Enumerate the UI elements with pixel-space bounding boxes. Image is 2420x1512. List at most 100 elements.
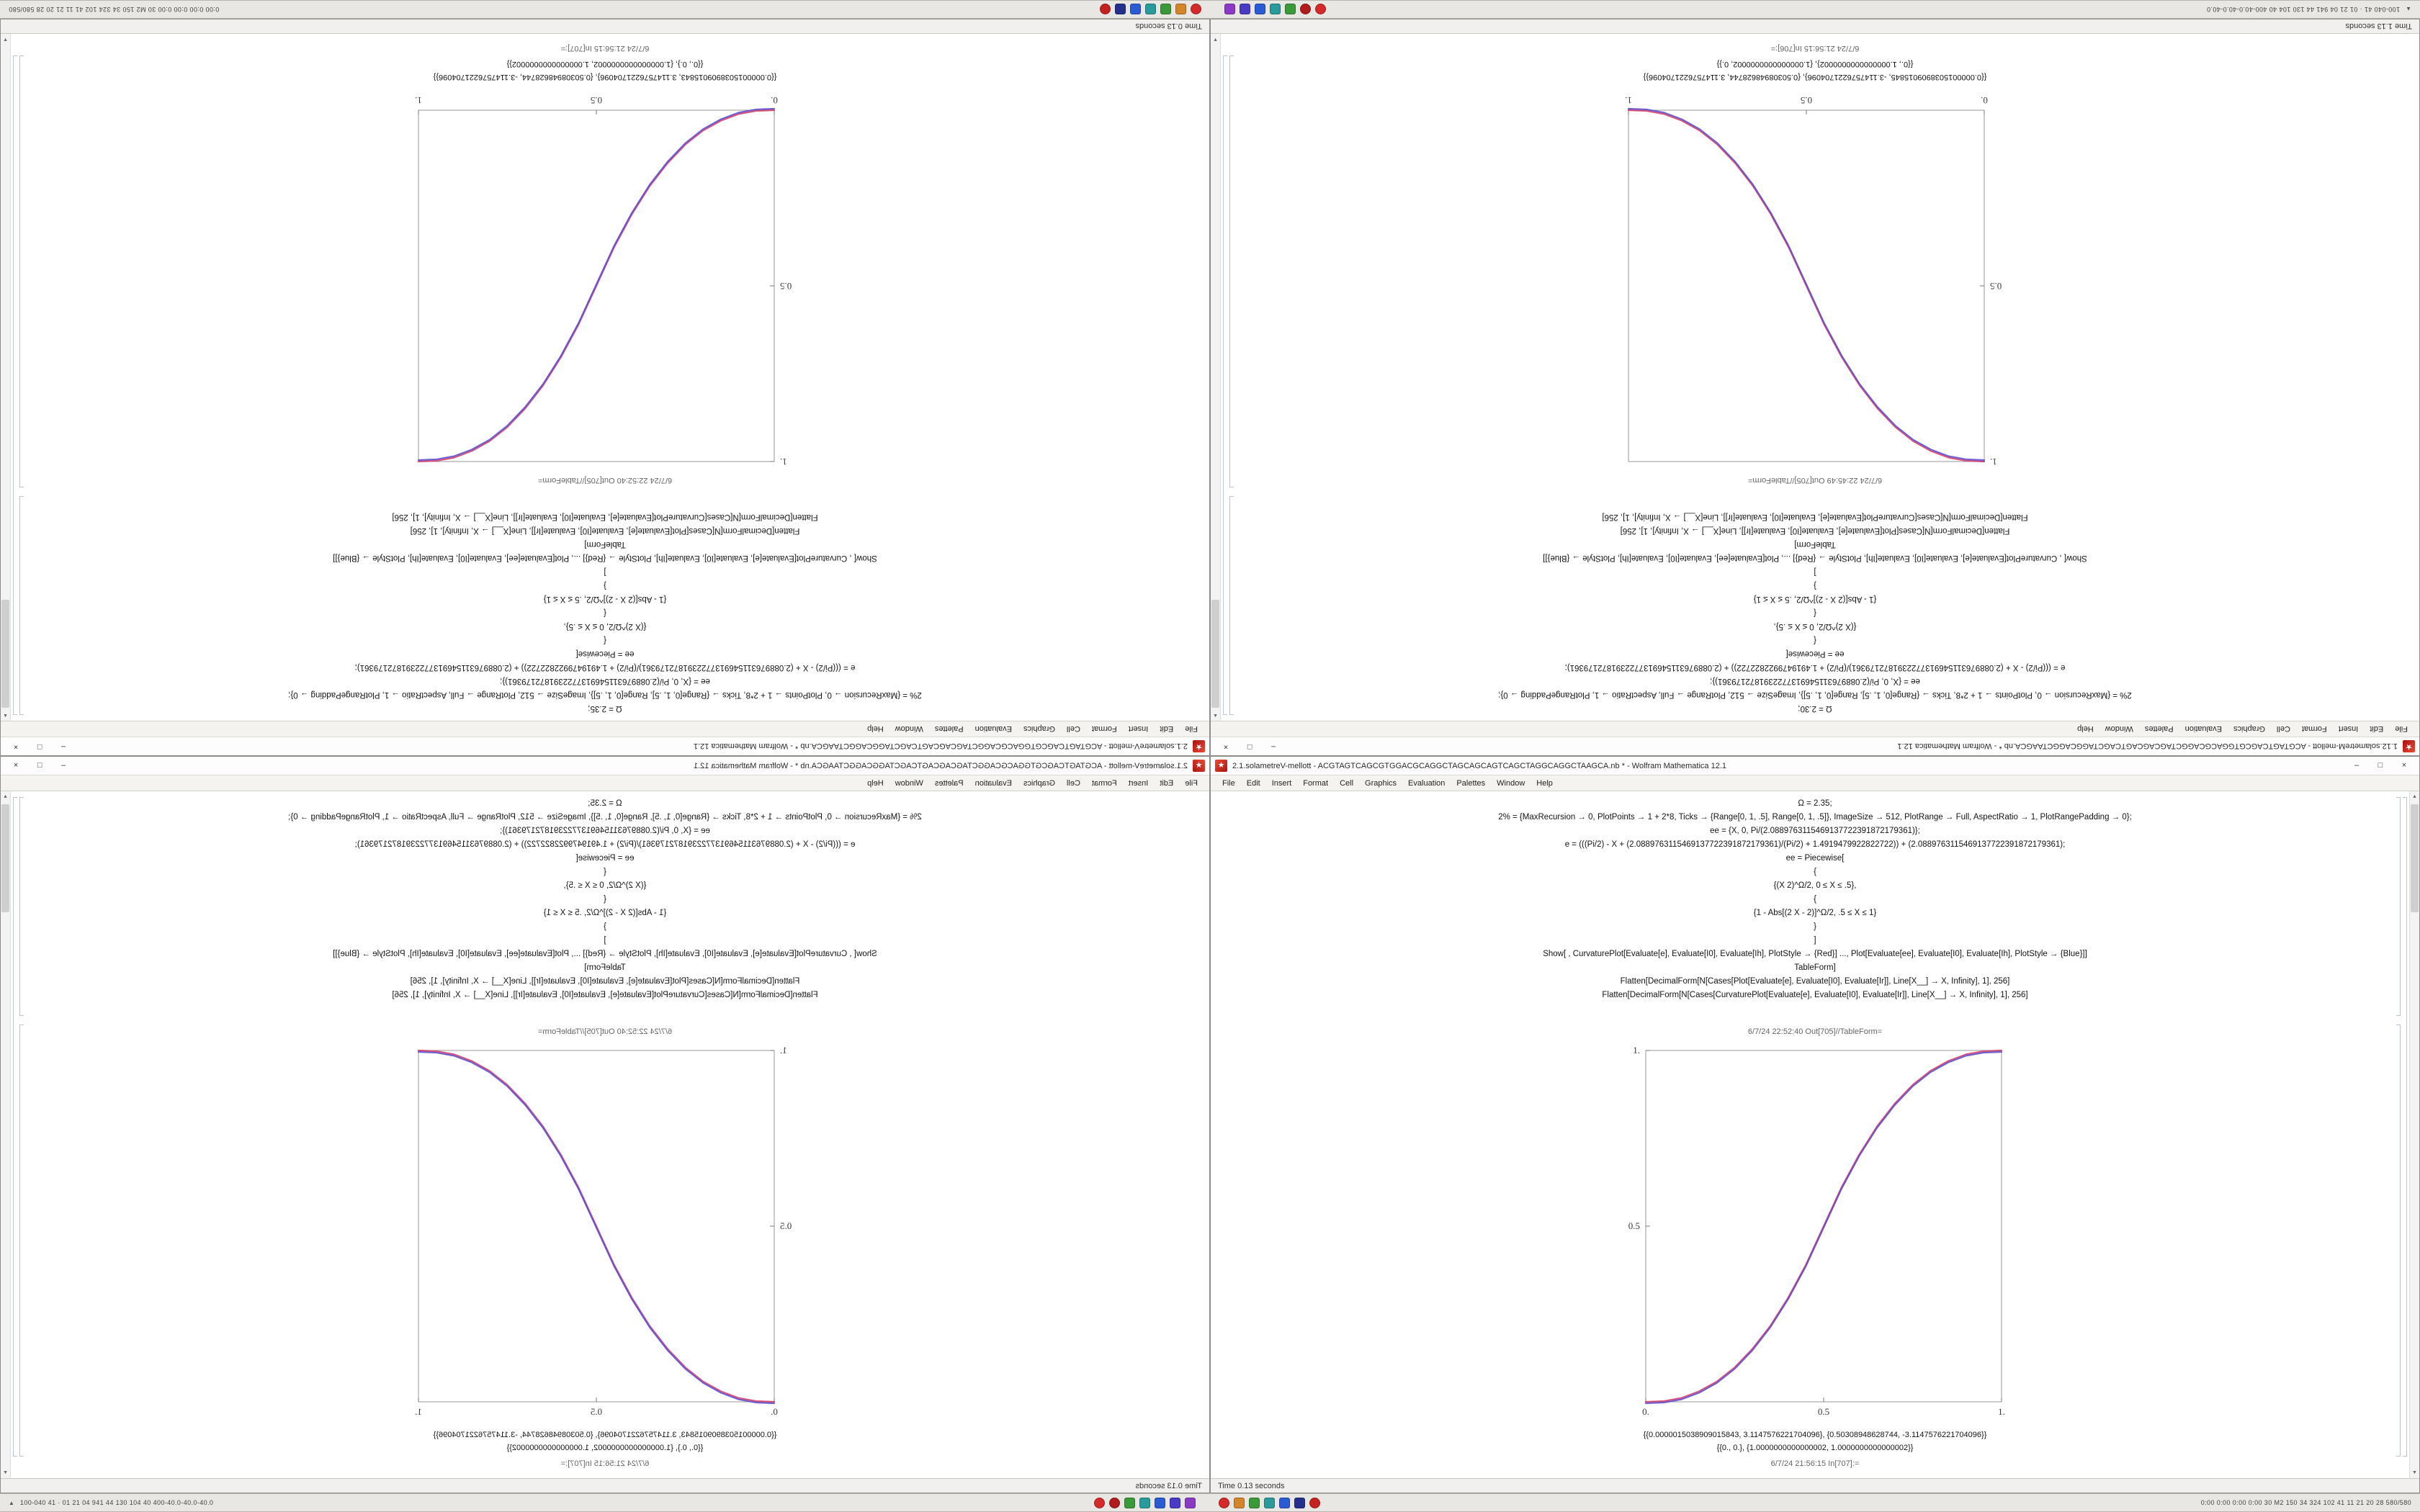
tray-blue-icon[interactable] [1155, 1497, 1166, 1508]
code-line[interactable]: Flatten[DecimalForm[N[Cases[Plot[Evaluat… [1620, 977, 2010, 986]
code-line[interactable]: { [1814, 868, 1816, 876]
code-line[interactable]: ] [1814, 567, 1816, 576]
menu-item-palettes[interactable]: Palettes [1456, 778, 1486, 788]
code-line[interactable]: TableForm] [584, 540, 626, 549]
tray-red-3-icon[interactable] [1190, 4, 1201, 15]
menu-item-cell[interactable]: Cell [1340, 778, 1354, 788]
code-line[interactable]: { [604, 868, 606, 876]
code-line[interactable]: TableForm] [1794, 963, 1836, 972]
code-line[interactable]: Flatten[DecimalForm[N[Cases[CurvaturePlo… [392, 513, 818, 521]
code-line[interactable]: 2% = {MaxRecursion → 0, PlotPoints → 1 +… [288, 813, 922, 822]
close-button[interactable]: × [13, 761, 19, 770]
cell-bracket[interactable] [2403, 797, 2407, 1457]
menu-item-edit[interactable]: Edit [1246, 778, 1260, 788]
menu-item-help[interactable]: Help [867, 778, 884, 788]
tray-red-1-icon[interactable] [1314, 4, 1326, 15]
code-line[interactable]: Flatten[DecimalForm[N[Cases[CurvaturePlo… [1602, 991, 2028, 999]
menu-item-edit[interactable]: Edit [1160, 778, 1174, 788]
input-cell[interactable]: Ω = 2.30; 2% = {MaxRecursion → 0, PlotPoi… [1261, 510, 2369, 715]
code-line[interactable]: ee = Piecewise[ [575, 854, 635, 863]
code-line[interactable]: { [1814, 895, 1816, 904]
code-line[interactable]: } [1814, 922, 1816, 931]
cell-bracket[interactable] [2396, 797, 2401, 1016]
tray-teal-icon[interactable] [1269, 4, 1281, 15]
code-line[interactable]: ee = Piecewise[ [1785, 649, 1845, 658]
code-line[interactable]: {1 - Abs[(2 X - 2)]^Ω/2, .5 ≤ X ≤ 1} [543, 909, 667, 917]
code-line[interactable]: Flatten[DecimalForm[N[Cases[CurvaturePlo… [1602, 513, 2028, 521]
tray-red-4-icon[interactable] [1099, 4, 1111, 15]
code-line[interactable]: e = (((Pi/2) - X + (2.088976311546913772… [354, 663, 856, 672]
code-line[interactable]: 2% = {MaxRecursion → 0, PlotPoints → 1 +… [1498, 690, 2132, 699]
cell-bracket[interactable] [1229, 496, 1234, 715]
minimize-button[interactable]: – [2354, 761, 2360, 770]
tray-green-icon[interactable] [1124, 1497, 1136, 1508]
menu-item-insert[interactable]: Insert [2338, 724, 2359, 734]
menu-item-cell[interactable]: Cell [1066, 724, 1080, 734]
code-line[interactable]: ] [1814, 936, 1816, 945]
input-cell[interactable]: Ω = 2.35; 2% = {MaxRecursion → 0, PlotPoi… [1261, 797, 2369, 1002]
menu-item-edit[interactable]: Edit [2370, 724, 2384, 734]
window-titlebar[interactable]: ★ 1.12.solametreM-mellott - ACGTAGTCAGCGT… [1211, 737, 2419, 755]
vertical-scrollbar[interactable]: ▲ ▼ [1, 791, 11, 1478]
code-line[interactable]: ee = {X, 0, Pi/(2.0889763115469137722391… [1710, 677, 1920, 685]
scroll-down-icon[interactable]: ▼ [3, 1470, 8, 1475]
tray-violet-icon[interactable] [1224, 4, 1235, 15]
menu-item-format[interactable]: Format [2301, 724, 2327, 734]
maximize-button[interactable]: □ [37, 742, 42, 751]
minimize-button[interactable]: – [1270, 742, 1276, 751]
scrollbar-thumb[interactable] [2411, 804, 2419, 912]
scroll-up-icon[interactable]: ▲ [3, 713, 8, 718]
cell-bracket[interactable] [19, 55, 24, 487]
code-line[interactable]: Flatten[DecimalForm[N[Cases[Plot[Evaluat… [410, 977, 800, 986]
vertical-scrollbar[interactable]: ▲ ▼ [1, 34, 11, 721]
tray-teal-icon[interactable] [1139, 1497, 1151, 1508]
code-line[interactable]: {(X 2)^Ω/2, 0 ≤ X ≤ .5}, [563, 622, 647, 631]
menu-item-file[interactable]: File [1185, 778, 1198, 788]
code-line[interactable]: ] [604, 567, 606, 576]
tray-orange-icon[interactable] [1234, 1497, 1245, 1508]
cell-bracket[interactable] [19, 1025, 24, 1457]
code-line[interactable]: ee = Piecewise[ [575, 649, 635, 658]
code-line[interactable]: { [604, 895, 606, 904]
menu-item-insert[interactable]: Insert [1128, 778, 1149, 788]
window-titlebar[interactable]: ★ 2.1.solametreV-mellott - ACGTAGTCAGCGTG… [1211, 757, 2419, 775]
minimize-button[interactable]: – [60, 742, 66, 751]
menu-item-graphics[interactable]: Graphics [1023, 724, 1055, 734]
tray-navy-icon[interactable] [1294, 1497, 1306, 1508]
scrollbar-thumb[interactable] [1211, 600, 1219, 708]
code-line[interactable]: ee = {X, 0, Pi/(2.0889763115469137722391… [500, 827, 710, 835]
code-line[interactable]: { [1814, 636, 1816, 644]
code-line[interactable]: Show[ , CurvaturePlot[Evaluate[e], Evalu… [333, 950, 877, 958]
input-cell[interactable]: Ω = 2.35; 2% = {MaxRecursion → 0, PlotPoi… [51, 510, 1159, 715]
menu-item-window[interactable]: Window [895, 724, 923, 734]
menu-item-window[interactable]: Window [2105, 724, 2133, 734]
code-line[interactable]: ] [604, 936, 606, 945]
menu-item-cell[interactable]: Cell [1066, 778, 1080, 788]
vertical-scrollbar[interactable]: ▲ ▼ [1211, 34, 1221, 721]
code-line[interactable]: { [604, 636, 606, 644]
menu-item-edit[interactable]: Edit [1160, 724, 1174, 734]
code-line[interactable]: } [1814, 581, 1816, 590]
close-button[interactable]: × [13, 742, 19, 751]
scroll-up-icon[interactable]: ▲ [1213, 713, 1218, 718]
tray-teal-2-icon[interactable] [1264, 1497, 1276, 1508]
menu-item-help[interactable]: Help [2077, 724, 2094, 734]
scroll-down-icon[interactable]: ▼ [3, 37, 8, 42]
code-line[interactable]: 2% = {MaxRecursion → 0, PlotPoints → 1 +… [288, 690, 922, 699]
menu-item-file[interactable]: File [1185, 724, 1198, 734]
menu-item-evaluation[interactable]: Evaluation [974, 778, 1012, 788]
code-line[interactable]: ee = Piecewise[ [1785, 854, 1845, 863]
cell-bracket[interactable] [1223, 55, 1227, 715]
menu-item-palettes[interactable]: Palettes [934, 778, 964, 788]
cell-bracket[interactable] [13, 797, 17, 1457]
code-line[interactable]: {1 - Abs[(2 X - 2)]^Ω/2, .5 ≤ X ≤ 1} [1753, 595, 1877, 603]
menu-item-help[interactable]: Help [867, 724, 884, 734]
menu-item-format[interactable]: Format [1303, 778, 1329, 788]
code-line[interactable]: e = (((Pi/2) - X + (2.088976311546913772… [1564, 840, 2066, 849]
tray-blue-2-icon[interactable] [1129, 4, 1141, 15]
vertical-scrollbar[interactable]: ▲ ▼ [2409, 791, 2419, 1478]
menu-item-evaluation[interactable]: Evaluation [974, 724, 1012, 734]
menu-item-file[interactable]: File [2395, 724, 2408, 734]
scroll-up-icon[interactable]: ▲ [2412, 794, 2417, 799]
code-line[interactable]: e = (((Pi/2) - X + (2.088976311546913772… [354, 840, 856, 849]
